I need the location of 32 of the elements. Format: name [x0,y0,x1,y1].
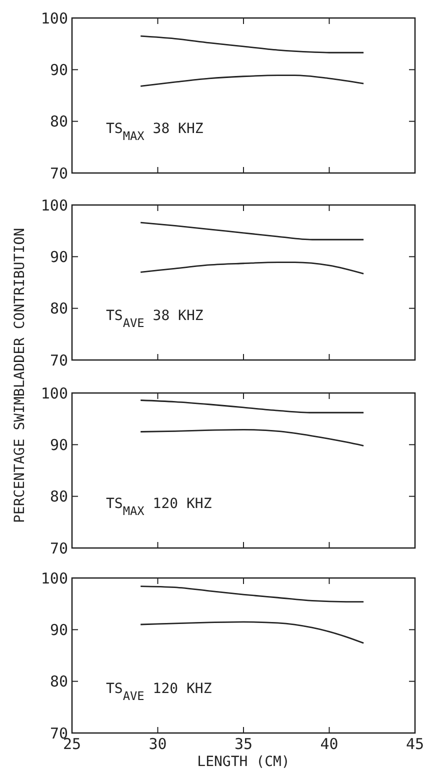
y-tick-label: 70 [50,351,68,370]
y-tick-label: 90 [50,60,68,79]
y-tick-label: 80 [50,488,68,506]
line-series [140,222,364,240]
line-series [140,74,364,87]
annotation: TS$_{MAX}$ 120 KHZ [106,496,212,518]
y-tick-label: 70 [50,164,68,182]
y-axis-title: PERCENTAGE SWIMBLADDER CONTRIBUTION [12,228,28,524]
x-tick-label: 30 [148,735,167,753]
y-tick-label: 80 [50,672,68,691]
x-axis-title: LENGTH (CM) [197,754,290,770]
y-tick-label: 70 [50,539,68,558]
line-series [140,262,364,274]
y-tick-label: 100 [40,196,68,214]
annotation: TS$_{MAX}$ 38 KHZ [106,121,204,143]
line-series [140,621,364,644]
line-series [140,586,364,602]
line-series [140,428,364,446]
y-tick-label: 90 [50,436,68,454]
y-tick-label: 100 [40,569,68,588]
x-tick-label: 40 [320,735,338,753]
annotation: TS$_{AVE}$ 38 KHZ [106,308,204,330]
x-tick-label: 45 [406,735,424,753]
line-series [140,35,364,54]
annotation: TS$_{AVE}$ 120 KHZ [106,681,212,703]
x-tick-label: 35 [234,735,253,753]
y-tick-label: 100 [40,9,68,28]
y-tick-label: 80 [50,300,68,318]
y-tick-label: 90 [50,248,68,266]
y-tick-label: 100 [40,384,68,402]
y-tick-label: 80 [50,112,68,131]
y-tick-label: 90 [50,620,68,639]
